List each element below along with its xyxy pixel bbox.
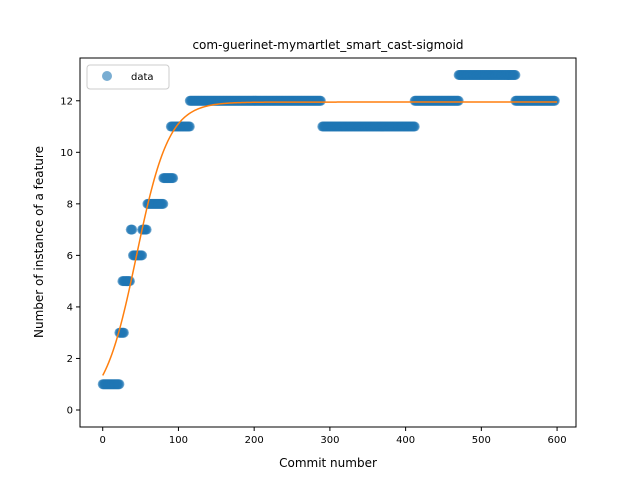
data-point: [184, 121, 195, 132]
y-tick-label: 12: [60, 96, 73, 107]
data-point: [141, 224, 152, 235]
y-tick-label: 6: [67, 251, 73, 262]
chart-title: com-guerinet-mymartlet_smart_cast-sigmoi…: [192, 38, 463, 52]
x-tick-label: 300: [320, 435, 339, 446]
y-axis: 0 2 4 6 8 10 12: [60, 96, 80, 416]
x-tick-label: 500: [472, 435, 491, 446]
x-tick-label: 400: [396, 435, 415, 446]
data-point: [114, 379, 125, 390]
y-tick-label: 10: [60, 148, 73, 159]
legend-label-data: data: [131, 72, 154, 83]
data-point: [409, 121, 420, 132]
data-point: [137, 250, 148, 261]
axes-frame: [79, 57, 577, 428]
plot-area: [97, 70, 560, 390]
x-tick-label: 600: [548, 435, 567, 446]
y-tick-label: 0: [67, 405, 73, 416]
sigmoid-fit-line: [102, 101, 558, 376]
legend-box: [86, 64, 170, 90]
x-tick-label: 200: [245, 435, 264, 446]
y-tick-label: 2: [67, 354, 73, 365]
data-point: [315, 95, 326, 106]
x-axis-label: Commit number: [279, 456, 377, 470]
y-tick-label: 4: [67, 302, 73, 313]
x-tick-label: 100: [169, 435, 188, 446]
data-point: [549, 95, 560, 106]
data-point: [127, 224, 138, 235]
legend: data: [86, 64, 170, 90]
y-axis-label: Number of instance of a feature: [32, 146, 46, 338]
data-point: [158, 198, 169, 209]
data-point: [124, 276, 135, 287]
data-point: [118, 327, 129, 338]
x-tick-label: 0: [100, 435, 106, 446]
legend-marker-data: [102, 71, 112, 81]
x-axis: 0 100 200 300 400 500 600: [100, 427, 567, 446]
data-point: [168, 173, 179, 184]
y-tick-label: 8: [67, 199, 73, 210]
data-point: [453, 95, 464, 106]
data-point: [510, 70, 521, 81]
